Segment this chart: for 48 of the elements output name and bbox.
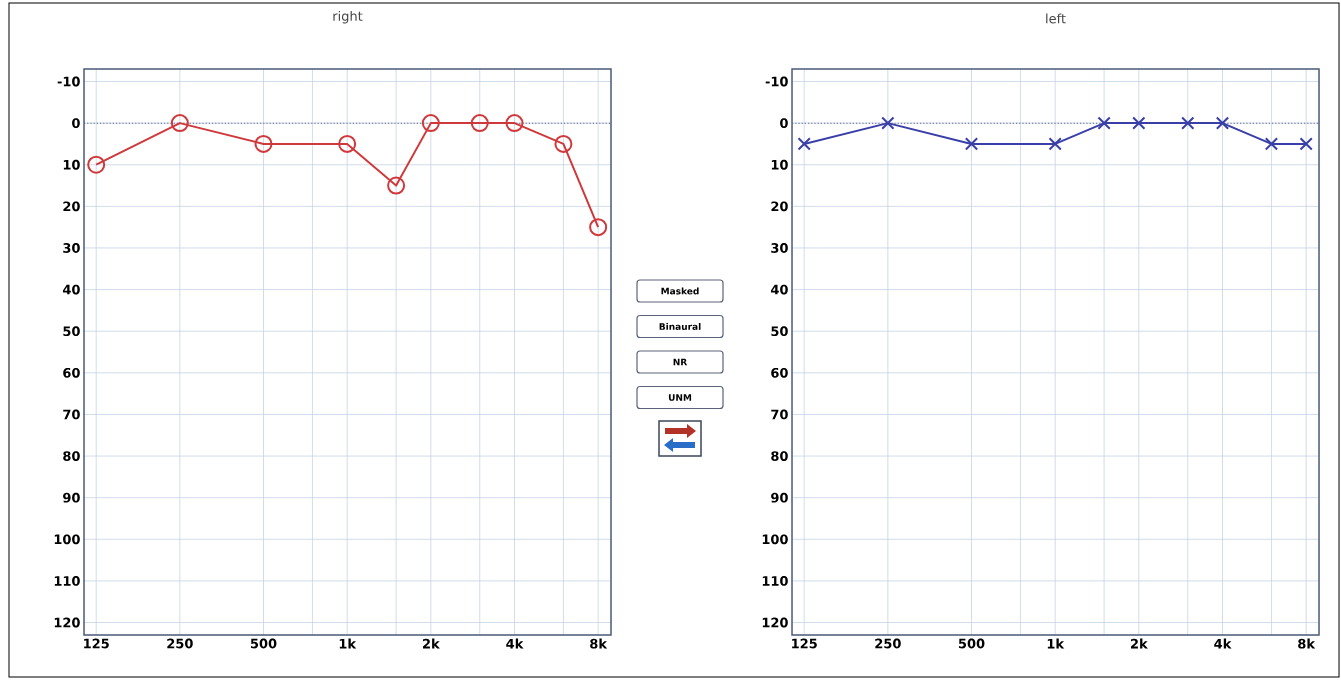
x-tick-label: 1k: [339, 638, 357, 649]
y-tick-label: 120: [762, 617, 788, 628]
x-tick-label: 125: [84, 638, 109, 649]
y-tick-label: 40: [770, 284, 788, 295]
chart-title: right: [333, 10, 363, 24]
y-tick-label: 0: [780, 118, 788, 129]
y-tick-label: 100: [54, 534, 80, 545]
x-tick-label: 4k: [506, 638, 524, 649]
chart-title: left: [1046, 13, 1066, 24]
y-tick-label: 20: [63, 201, 80, 212]
text: Masked: [661, 287, 699, 295]
x-tick-label: 250: [167, 638, 193, 649]
y-tick-label: 30: [63, 243, 80, 253]
y-tick-label: 80: [771, 451, 788, 461]
y-tick-label: 100: [762, 534, 788, 545]
y-tick-label: 10: [771, 159, 788, 170]
x-tick-label: 8k: [1298, 638, 1316, 649]
text: UNM: [668, 394, 692, 401]
x-tick-label: 500: [250, 638, 277, 649]
y-tick-label: 90: [63, 492, 80, 503]
y-tick-label: -10: [57, 76, 80, 87]
x-tick-label: 8k: [590, 638, 608, 649]
y-tick-label: 120: [54, 617, 80, 628]
x-tick-label: 500: [958, 638, 985, 649]
y-tick-label: 10: [63, 159, 80, 170]
y-tick-label: 30: [771, 243, 788, 253]
text: NR: [673, 358, 688, 366]
y-tick-label: 40: [62, 284, 80, 295]
y-tick-label: -10: [765, 76, 788, 87]
x-tick-label: 125: [792, 638, 817, 649]
y-tick-label: 110: [762, 576, 788, 586]
x-tick-label: 2k: [423, 638, 440, 649]
y-tick-label: 70: [771, 409, 788, 420]
x-tick-label: 2k: [1131, 638, 1148, 649]
y-tick-label: 60: [63, 367, 80, 378]
y-tick-label: 50: [63, 326, 80, 337]
y-tick-label: 70: [63, 409, 80, 420]
y-tick-label: 80: [63, 451, 80, 461]
y-tick-label: 90: [771, 492, 788, 503]
x-tick-label: 1k: [1047, 638, 1065, 649]
y-tick-label: 50: [771, 326, 788, 337]
y-tick-label: 60: [771, 367, 788, 378]
text: Binaural: [659, 323, 701, 330]
y-tick-label: 0: [72, 118, 80, 129]
x-tick-label: 4k: [1214, 638, 1232, 649]
y-tick-label: 110: [54, 576, 80, 586]
x-tick-label: 250: [875, 638, 901, 649]
y-tick-label: 20: [771, 201, 788, 212]
